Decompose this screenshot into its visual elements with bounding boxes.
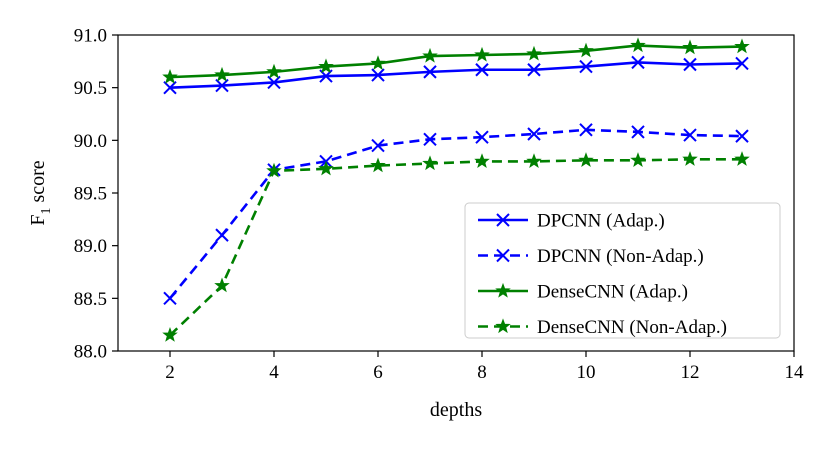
legend-item: DPCNN (Non-Adap.) [478,246,704,267]
data-point [631,125,645,139]
data-point [163,80,177,95]
y-tick-label: 89.0 [74,236,107,257]
data-point [474,153,490,169]
data-point [266,63,282,79]
series-4 [162,151,750,342]
legend-box [464,202,781,339]
data-point [579,123,593,137]
y-axis-label: F1 score [27,160,54,225]
y-tick-label: 88.0 [74,342,107,363]
data-point [162,327,178,342]
legend-item: DenseCNN (Non-Adap.) [478,317,727,338]
data-point [683,57,697,72]
y-tick-label: 88.5 [74,289,107,310]
data-point [163,291,177,306]
series-line [169,61,743,89]
y-tick-label: 89.5 [74,184,107,205]
data-point [214,277,230,293]
legend-label: DenseCNN (Adap.) [537,282,688,303]
data-point [370,55,386,71]
x-tick-label: 4 [269,362,279,383]
data-point [475,63,489,77]
series-line [169,44,743,79]
data-point [734,151,750,166]
legend-item: DPCNN (Adap.) [478,211,665,232]
x-tick-label: 14 [785,362,805,383]
axis-ticks: 2 4 6 8 10 12 14 88.0 88.5 89.0 89.5 90.0 90.5 91.0 [74,26,804,384]
y-tick-label: 90.5 [74,78,107,99]
data-point [422,47,438,63]
x-tick-label: 10 [577,362,596,383]
data-point [214,66,230,82]
data-point [527,127,541,141]
data-point [578,152,594,167]
data-point [735,56,749,71]
data-point [527,63,541,77]
data-point [371,138,385,153]
x-tick-label: 6 [373,362,383,383]
data-point [630,152,646,167]
legend: DPCNN (Adap.) DPCNN (Non-Adap.) DenseCNN (… [464,202,781,339]
data-point [318,58,334,74]
series-line [169,157,742,337]
x-tick-label: 12 [681,362,700,383]
legend-label: DPCNN (Adap.) [537,211,665,232]
legend-label: DPCNN (Non-Adap.) [537,246,704,267]
series-3 [162,37,750,84]
data-point [215,78,229,93]
legend-marker [495,282,511,298]
data-point [631,55,645,70]
series-1 [163,55,749,95]
data-point [526,45,542,61]
legend-item: DenseCNN (Adap.) [478,282,688,303]
series-layer [162,37,750,342]
data-point [683,128,697,142]
data-point [475,130,489,144]
legend-marker [496,248,510,263]
series-line [168,128,743,300]
data-point [423,132,437,146]
data-point [267,75,281,90]
data-point [735,129,749,143]
data-point [682,39,698,55]
legend-label: DenseCNN (Non-Adap.) [537,317,727,338]
series-2 [163,123,749,306]
x-tick-label: 2 [165,362,175,383]
data-point [266,162,282,178]
data-point [579,59,593,74]
legend-marker [496,213,510,227]
data-point [162,68,178,84]
data-point [630,37,646,53]
y-tick-label: 91.0 [74,26,107,47]
data-point [578,42,594,58]
x-tick-label: 8 [477,362,487,383]
data-point [423,65,437,79]
data-point [318,160,334,176]
data-point [422,155,438,171]
plot-frame [117,34,795,352]
y-tick-label: 90.0 [74,131,107,152]
legend-marker [495,318,511,334]
data-point [371,68,385,82]
data-point [526,153,542,169]
data-point [734,38,750,54]
data-point [370,157,386,173]
data-point [215,228,229,242]
data-point [474,46,490,62]
data-point [682,151,698,166]
x-axis-label: depths [430,399,482,421]
